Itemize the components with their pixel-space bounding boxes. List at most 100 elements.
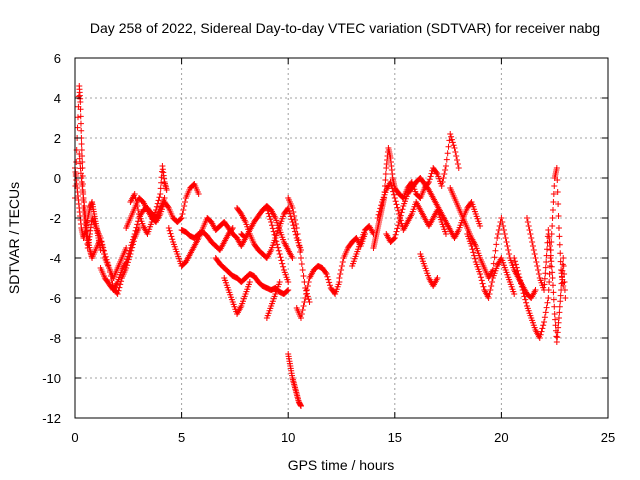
- data-point: [546, 279, 553, 285]
- data-point: [388, 182, 395, 189]
- data-point: [163, 187, 170, 193]
- data-point: [425, 179, 432, 185]
- data-point: [444, 150, 451, 157]
- data-point: [399, 206, 406, 213]
- data-point: [293, 225, 300, 231]
- data-point: [529, 239, 536, 245]
- data-point: [516, 274, 523, 281]
- data-point: [542, 264, 549, 271]
- data-point: [134, 203, 141, 209]
- data-point: [102, 253, 109, 260]
- y-tick-label: -10: [42, 371, 61, 386]
- data-point: [455, 165, 462, 171]
- data-point: [561, 279, 568, 285]
- data-point: [434, 275, 441, 281]
- data-point: [539, 325, 546, 332]
- data-point: [545, 295, 552, 301]
- data-point: [374, 215, 381, 221]
- data-point: [180, 207, 187, 213]
- data-point: [391, 195, 398, 201]
- data-point: [396, 219, 403, 225]
- data-point: [557, 250, 564, 257]
- data-point: [452, 149, 459, 155]
- data-point: [124, 253, 131, 260]
- data-point: [394, 225, 401, 232]
- data-point: [303, 291, 310, 297]
- data-point: [154, 200, 161, 207]
- data-point: [558, 274, 565, 281]
- data-point: [274, 241, 281, 248]
- data-point: [518, 280, 525, 287]
- data-point: [290, 222, 297, 229]
- data-point: [559, 267, 566, 274]
- data-point: [114, 291, 121, 297]
- data-point: [181, 203, 188, 209]
- data-point: [557, 298, 564, 305]
- data-point: [489, 279, 496, 285]
- data-point: [549, 207, 556, 213]
- data-point: [448, 136, 455, 143]
- data-point: [541, 281, 548, 288]
- chart-title: Day 258 of 2022, Sidereal Day-to-day VTE…: [90, 20, 600, 36]
- data-point: [182, 199, 189, 205]
- data-point: [555, 201, 562, 207]
- y-tick-label: -12: [42, 411, 61, 426]
- data-point: [229, 225, 236, 231]
- data-point: [442, 231, 449, 237]
- data-point: [103, 256, 110, 263]
- data-point: [454, 161, 461, 167]
- data-point: [326, 282, 333, 289]
- data-point: [77, 99, 84, 105]
- data-point: [531, 251, 538, 257]
- data-point: [511, 255, 518, 261]
- data-point: [165, 225, 172, 231]
- data-point: [441, 171, 448, 177]
- data-point: [511, 291, 518, 297]
- data-point: [555, 315, 562, 321]
- data-point: [492, 247, 499, 254]
- data-point: [322, 269, 329, 276]
- data-point: [500, 223, 507, 229]
- y-axis-label: SDTVAR / TECUs: [6, 182, 22, 294]
- data-point: [398, 209, 405, 216]
- x-tick-label: 15: [388, 430, 402, 445]
- data-point: [442, 167, 449, 173]
- data-point: [544, 246, 551, 253]
- data-point: [395, 222, 402, 229]
- data-point: [156, 194, 163, 201]
- data-point: [540, 322, 547, 329]
- data-point: [164, 203, 171, 210]
- x-tick-label: 5: [178, 430, 185, 445]
- data-point: [288, 216, 295, 223]
- data-point: [273, 238, 280, 245]
- data-point: [556, 309, 563, 316]
- data-point: [541, 314, 548, 321]
- data-point: [286, 210, 293, 217]
- data-point: [177, 215, 184, 222]
- data-point: [268, 222, 275, 229]
- data-point: [375, 211, 382, 218]
- data-point: [286, 207, 293, 214]
- data-point: [486, 291, 493, 297]
- data-point: [278, 257, 285, 264]
- data-point: [106, 269, 113, 275]
- data-point: [305, 279, 312, 285]
- data-point: [169, 236, 176, 243]
- data-point: [449, 139, 456, 146]
- data-point: [271, 231, 278, 238]
- data-point: [513, 264, 520, 271]
- data-point: [548, 263, 555, 270]
- data-point: [228, 226, 235, 233]
- data-point: [298, 261, 305, 267]
- data-point: [521, 293, 528, 300]
- data-point: [536, 335, 543, 341]
- data-point: [155, 197, 162, 204]
- data-point: [264, 207, 271, 214]
- data-point: [550, 296, 557, 303]
- data-point: [157, 191, 164, 197]
- data-point: [560, 263, 567, 269]
- data-point: [272, 235, 279, 241]
- data-point: [529, 243, 536, 249]
- data-point: [523, 299, 530, 306]
- data-point: [478, 277, 485, 284]
